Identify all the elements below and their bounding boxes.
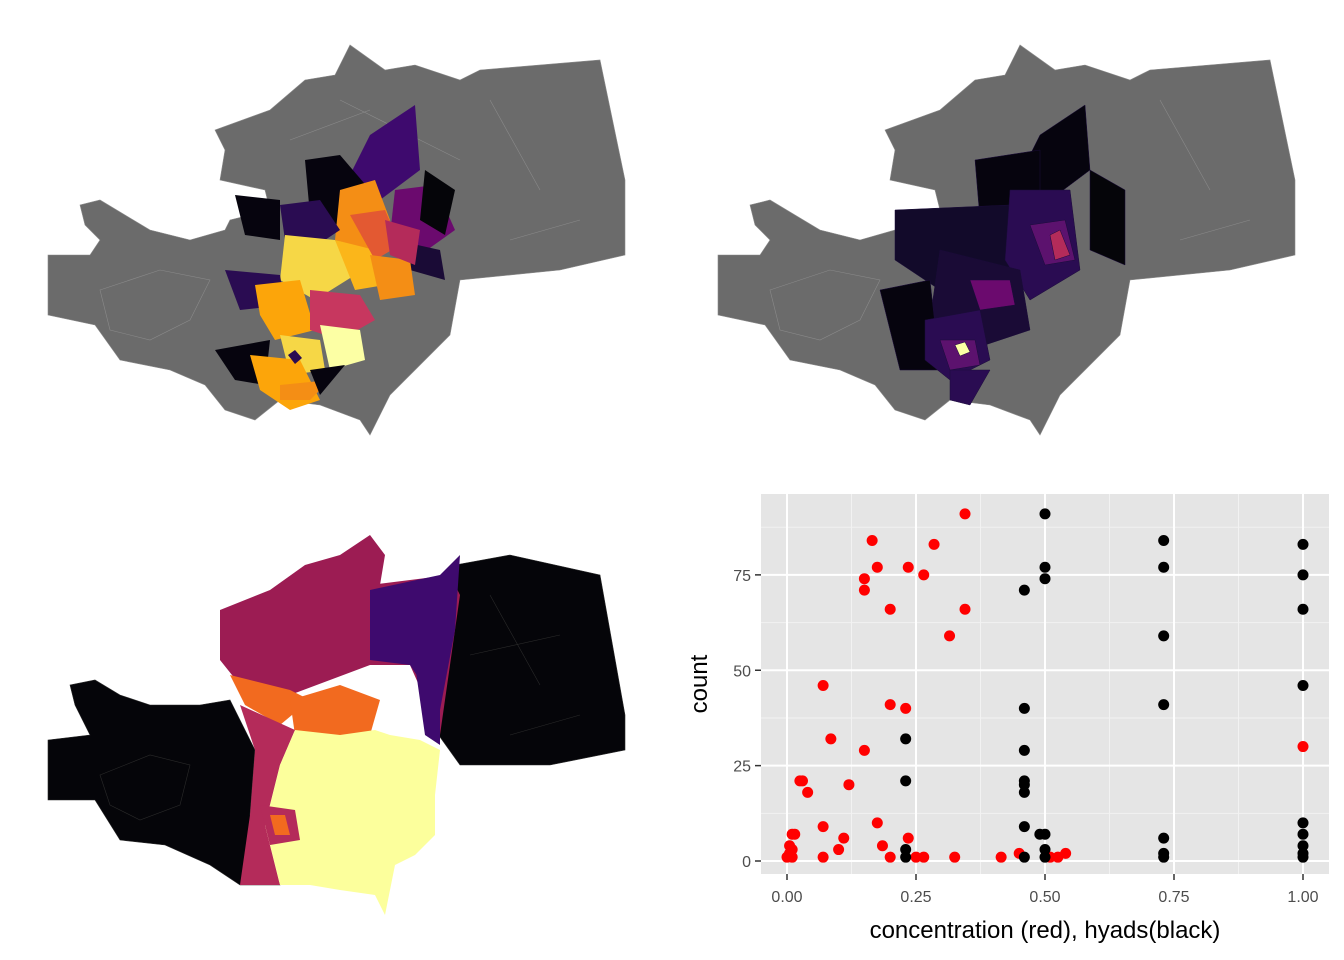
data-point — [1158, 699, 1170, 711]
map-top-right — [717, 44, 1296, 436]
data-point — [1297, 680, 1309, 692]
map-highlighted-region — [215, 105, 455, 410]
data-point — [858, 573, 870, 585]
data-point — [1018, 744, 1030, 756]
data-point — [884, 851, 896, 863]
data-point — [1018, 851, 1030, 863]
data-point — [1039, 561, 1051, 573]
data-point — [838, 832, 850, 844]
y-tick-label: 75 — [733, 568, 751, 585]
x-tick-label: 0.25 — [900, 889, 931, 906]
data-point — [825, 733, 837, 745]
data-point — [1039, 573, 1051, 585]
data-point — [995, 851, 1007, 863]
data-point — [1018, 821, 1030, 833]
data-point — [796, 775, 808, 787]
map-bottom-left — [47, 535, 626, 915]
x-tick-label: 0.50 — [1029, 889, 1060, 906]
data-point — [858, 744, 870, 756]
data-point — [1039, 828, 1051, 840]
map-highlighted-region — [879, 104, 1126, 406]
map-base-region — [47, 554, 626, 886]
data-point — [918, 569, 930, 581]
data-point — [900, 851, 912, 863]
gridlines-major — [761, 494, 1329, 874]
data-point — [1018, 779, 1030, 791]
data-point — [817, 851, 829, 863]
data-point — [1039, 844, 1051, 856]
data-point — [1158, 851, 1170, 863]
data-point — [900, 733, 912, 745]
data-point — [871, 817, 883, 829]
data-point — [1018, 786, 1030, 798]
data-point — [884, 699, 896, 711]
data-point — [959, 508, 971, 520]
data-point — [1039, 851, 1051, 863]
data-point — [902, 832, 914, 844]
data-point — [944, 630, 956, 642]
data-point — [902, 561, 914, 573]
data-point — [802, 786, 814, 798]
data-point — [858, 584, 870, 596]
data-point — [1297, 603, 1309, 615]
data-point — [884, 603, 896, 615]
data-point — [1158, 561, 1170, 573]
x-tick-label: 0.00 — [771, 889, 802, 906]
data-point — [781, 851, 793, 863]
data-points — [781, 508, 1309, 863]
data-point — [817, 821, 829, 833]
x-tick-label: 0.75 — [1158, 889, 1189, 906]
y-tick-label: 0 — [742, 854, 751, 871]
data-point — [959, 603, 971, 615]
data-point — [843, 779, 855, 791]
data-point — [1297, 840, 1309, 852]
map-top-left — [47, 44, 626, 436]
data-point — [1158, 630, 1170, 642]
data-point — [1297, 741, 1309, 753]
data-point — [833, 844, 845, 856]
y-tick-label: 50 — [733, 663, 751, 680]
data-point — [1297, 817, 1309, 829]
x-tick-label: 1.00 — [1287, 889, 1318, 906]
data-point — [1018, 702, 1030, 714]
data-point — [866, 535, 878, 547]
x-axis-title: concentration (red), hyads(black) — [870, 917, 1221, 944]
data-point — [949, 851, 961, 863]
data-point — [1297, 828, 1309, 840]
data-point — [1052, 851, 1064, 863]
data-point — [871, 561, 883, 573]
data-point — [1297, 569, 1309, 581]
y-tick-label: 25 — [733, 759, 751, 776]
map-highlighted-region — [220, 535, 460, 915]
data-point — [1158, 535, 1170, 547]
data-point — [900, 702, 912, 714]
y-axis-title: count — [686, 654, 713, 713]
data-point — [1018, 584, 1030, 596]
data-point — [1158, 832, 1170, 844]
data-point — [918, 851, 930, 863]
data-point — [900, 844, 912, 856]
data-point — [876, 840, 888, 852]
data-point — [817, 680, 829, 692]
data-point — [1039, 508, 1051, 520]
data-point — [910, 851, 922, 863]
data-point — [928, 538, 940, 550]
y-axis-ticks: 0 25 50 75 — [733, 568, 761, 871]
x-axis-ticks: 0.00 0.25 0.50 0.75 1.00 — [771, 874, 1319, 906]
data-point — [1297, 851, 1309, 863]
data-point — [1297, 538, 1309, 550]
data-point — [789, 828, 801, 840]
data-point — [900, 775, 912, 787]
